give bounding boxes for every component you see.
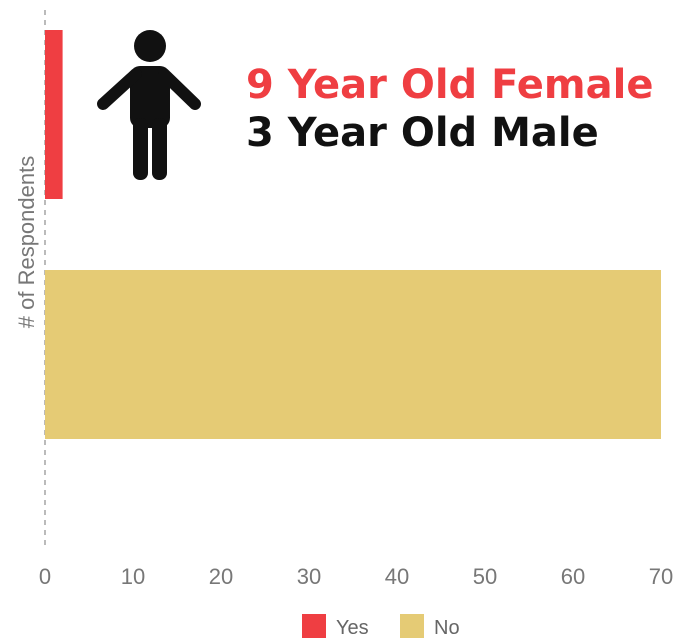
legend-swatch-yes bbox=[302, 614, 326, 638]
child-icon bbox=[97, 30, 201, 180]
x-tick-label-1: 10 bbox=[121, 564, 145, 589]
bar-yes-0 bbox=[45, 30, 63, 199]
annotation-line-1: 9 Year Old Female bbox=[246, 62, 653, 108]
bars-group bbox=[45, 30, 661, 439]
x-tick-label-2: 20 bbox=[209, 564, 233, 589]
x-tick-label-7: 70 bbox=[649, 564, 673, 589]
x-tick-label-4: 40 bbox=[385, 564, 409, 589]
x-tick-label-3: 30 bbox=[297, 564, 321, 589]
x-tick-label-6: 60 bbox=[561, 564, 585, 589]
x-tick-labels: 0 10 20 30 40 50 60 70 bbox=[39, 564, 673, 589]
legend-label-yes: Yes bbox=[336, 617, 369, 639]
annotation-line-2: 3 Year Old Male bbox=[246, 110, 599, 156]
legend-swatch-no bbox=[400, 614, 424, 638]
x-tick-label-5: 50 bbox=[473, 564, 497, 589]
y-axis-label: # of Respondents bbox=[14, 156, 39, 328]
bar-no-1 bbox=[45, 270, 661, 439]
legend: Yes No bbox=[302, 614, 460, 639]
legend-label-no: No bbox=[434, 617, 460, 639]
x-tick-label-0: 0 bbox=[39, 564, 51, 589]
